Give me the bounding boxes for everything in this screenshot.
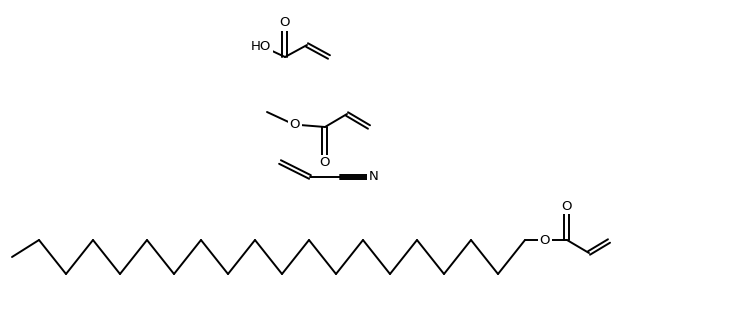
Text: N: N — [369, 171, 379, 184]
Text: HO: HO — [251, 41, 271, 54]
Text: O: O — [320, 157, 330, 170]
Text: O: O — [280, 17, 290, 30]
Text: O: O — [539, 233, 551, 246]
Text: O: O — [562, 200, 573, 213]
Text: O: O — [290, 119, 301, 132]
